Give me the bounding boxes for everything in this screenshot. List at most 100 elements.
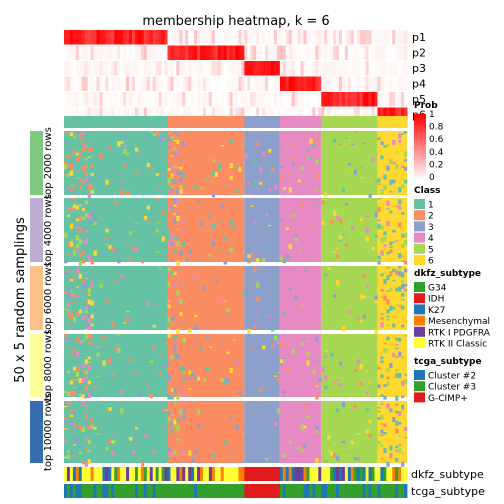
tcga-subtype-cell xyxy=(362,484,367,498)
prob-cell xyxy=(401,30,405,45)
membership-noise xyxy=(161,236,165,242)
membership-noise xyxy=(398,266,402,269)
membership-noise xyxy=(176,166,180,169)
prob-cell xyxy=(270,61,275,76)
class-cell xyxy=(96,116,100,128)
membership-noise xyxy=(401,233,405,238)
prob-cell xyxy=(265,76,269,91)
prob-cell xyxy=(371,107,375,122)
membership-noise xyxy=(155,198,159,200)
prob-cell xyxy=(161,30,165,45)
prob-cell xyxy=(137,107,142,122)
class-cell xyxy=(341,116,346,128)
membership-noise xyxy=(72,386,77,389)
class-cell xyxy=(176,116,180,128)
membership-noise xyxy=(146,221,151,224)
prob-cell xyxy=(377,30,381,45)
tcga-subtype-cell xyxy=(365,484,369,498)
prob-cell xyxy=(294,76,298,91)
prob-row-label-p2: p2 xyxy=(412,47,426,60)
membership-noise xyxy=(268,224,272,227)
membership-noise xyxy=(389,362,393,369)
membership-noise xyxy=(75,424,80,426)
prob-cell xyxy=(64,92,68,107)
membership-noise xyxy=(217,250,222,252)
membership-noise xyxy=(90,221,94,224)
membership-noise xyxy=(66,253,71,256)
membership-noise xyxy=(114,280,118,282)
prob-cell xyxy=(99,76,103,91)
prob-cell xyxy=(93,45,97,60)
membership-noise xyxy=(197,376,201,381)
legend-prob-tick: 0.6 xyxy=(429,135,444,145)
membership-noise xyxy=(315,394,319,400)
dkfz-subtype-cell xyxy=(214,467,219,481)
membership-noise xyxy=(167,381,171,384)
prob-cell xyxy=(336,92,340,107)
probability-heatmap xyxy=(64,30,408,122)
membership-noise xyxy=(78,133,83,139)
prob-cell xyxy=(75,45,80,60)
membership-noise xyxy=(244,154,248,158)
membership-noise xyxy=(374,295,378,300)
prob-cell xyxy=(117,61,121,76)
prob-cell xyxy=(262,107,266,122)
membership-noise xyxy=(395,373,399,379)
prob-cell xyxy=(386,30,390,45)
prob-cell xyxy=(78,30,83,45)
prob-cell xyxy=(105,107,109,122)
prob-cell xyxy=(262,30,266,45)
membership-noise xyxy=(321,221,325,225)
membership-noise xyxy=(214,171,219,178)
prob-cell xyxy=(134,92,139,107)
membership-noise xyxy=(395,240,399,242)
prob-cell xyxy=(126,107,130,122)
membership-noise xyxy=(164,409,168,411)
prob-cell xyxy=(321,92,325,107)
membership-noise xyxy=(395,356,399,358)
class-cell xyxy=(105,116,109,128)
membership-noise xyxy=(132,450,136,455)
tcga-subtype-cell xyxy=(347,484,352,498)
tcga-subtype-cell xyxy=(102,484,106,498)
prob-cell xyxy=(273,107,278,122)
class-cell xyxy=(276,116,281,128)
prob-cell xyxy=(256,30,260,45)
class-cell xyxy=(75,116,80,128)
prob-cell xyxy=(78,76,83,91)
prob-cell xyxy=(371,30,375,45)
prob-cell xyxy=(356,45,361,60)
membership-noise xyxy=(202,326,207,329)
membership-noise xyxy=(179,283,183,286)
membership-noise xyxy=(285,368,290,371)
prob-cell xyxy=(152,45,157,60)
membership-noise xyxy=(350,143,355,146)
membership-noise xyxy=(105,179,109,185)
membership-noise xyxy=(368,434,372,437)
class-cell xyxy=(380,116,384,128)
membership-noise xyxy=(380,224,384,230)
membership-noise xyxy=(81,259,85,264)
prob-cell xyxy=(285,76,290,91)
prob-cell xyxy=(350,76,355,91)
prob-cell xyxy=(108,45,112,60)
membership-noise xyxy=(300,424,304,430)
prob-cell xyxy=(347,45,352,60)
dkfz-subtype-cell xyxy=(247,467,251,481)
dkfz-subtype-cell xyxy=(404,467,408,481)
dkfz-subtype-cell xyxy=(377,467,381,481)
membership-noise xyxy=(182,371,186,374)
membership-noise xyxy=(220,204,224,209)
membership-noise xyxy=(401,453,405,455)
prob-cell xyxy=(185,92,189,107)
class-cell xyxy=(134,116,139,128)
prob-cell xyxy=(170,92,174,107)
prob-cell xyxy=(205,107,210,122)
membership-noise xyxy=(149,168,154,170)
prob-cell xyxy=(90,45,94,60)
membership-noise xyxy=(81,227,85,232)
class-cell xyxy=(235,116,239,128)
membership-noise xyxy=(365,408,369,411)
tcga-subtype-cell xyxy=(291,484,296,498)
